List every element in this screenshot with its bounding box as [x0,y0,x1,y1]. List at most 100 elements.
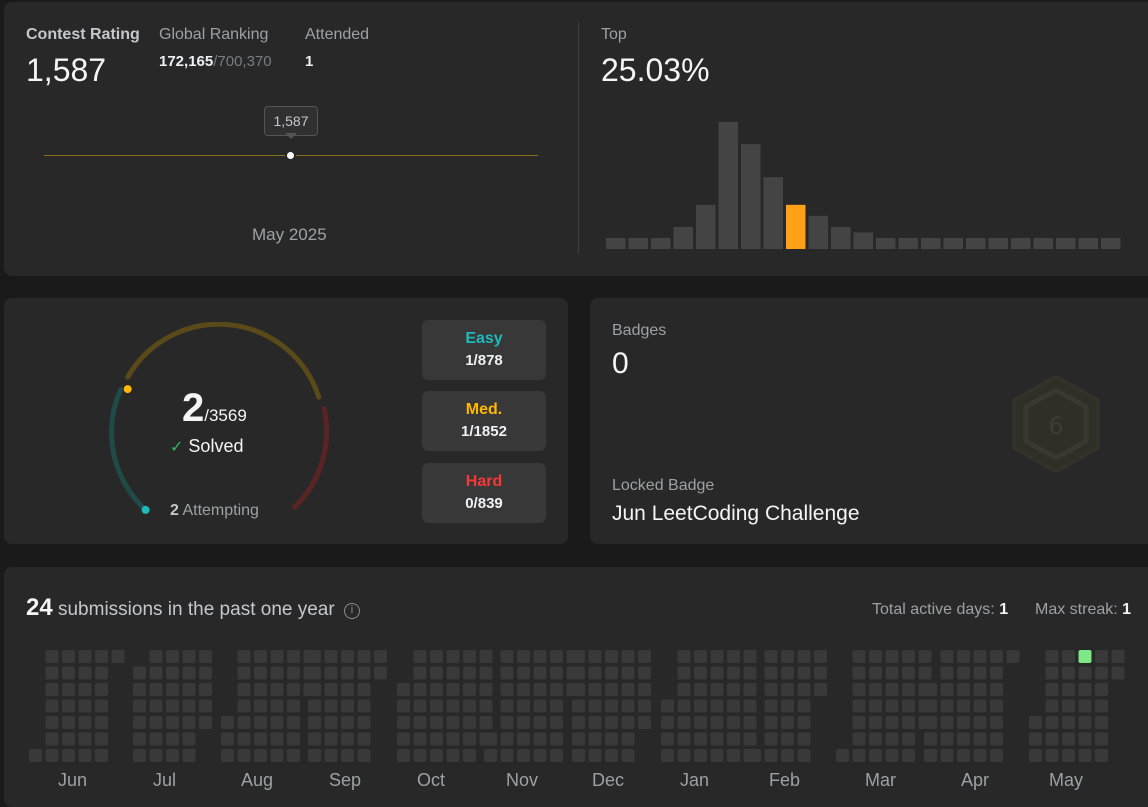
heatmap-cell[interactable] [797,650,811,663]
heatmap-cell[interactable] [814,650,827,663]
heatmap-cell[interactable] [973,749,987,762]
heatmap-cell[interactable] [95,666,108,680]
heatmap-cell[interactable] [62,650,75,663]
heatmap-cell[interactable] [588,749,602,762]
heatmap-cell[interactable] [677,732,691,746]
heatmap-cell[interactable] [869,732,882,746]
heatmap-cell[interactable] [572,716,585,729]
heatmap-cell[interactable] [133,699,146,713]
heatmap-cell[interactable] [133,666,146,680]
heatmap-cell[interactable] [743,666,757,680]
heatmap-cell[interactable] [446,699,460,713]
heatmap-cell[interactable] [199,716,212,729]
heatmap-cell[interactable] [550,683,563,696]
heatmap-cell[interactable] [533,732,547,746]
heatmap-cell[interactable] [341,732,354,746]
heatmap-cell[interactable] [479,716,493,729]
heatmap-cell[interactable] [902,699,915,713]
heatmap-cell[interactable] [397,732,410,746]
heatmap-cell[interactable] [973,650,987,663]
heatmap-cell[interactable] [149,716,163,729]
heatmap-cell[interactable] [254,716,267,729]
heatmap-cell[interactable] [1111,650,1125,663]
heatmap-cell[interactable] [517,683,530,696]
heatmap-cell[interactable] [588,683,602,696]
heatmap-cell[interactable] [957,683,970,696]
heatmap-cell[interactable] [1045,732,1059,746]
heatmap-cell[interactable] [287,749,300,762]
heatmap-cell[interactable] [924,732,937,746]
heatmap-cell[interactable] [62,732,75,746]
heatmap-cell[interactable] [550,699,563,713]
heatmap-cell[interactable] [1029,732,1042,746]
heatmap-cell[interactable] [430,699,443,713]
heatmap-cell[interactable] [885,732,899,746]
heatmap-cell[interactable] [517,650,530,663]
heatmap-cell[interactable] [550,716,563,729]
heatmap-cell[interactable] [287,699,300,713]
heatmap-cell[interactable] [397,749,410,762]
heatmap-cell[interactable] [621,699,635,713]
heatmap-cell[interactable] [902,732,915,746]
heatmap-cell[interactable] [924,683,937,696]
heatmap-cell[interactable] [605,699,618,713]
heatmap-cell[interactable] [748,749,761,762]
heatmap-cell[interactable] [990,749,1003,762]
heatmap-cell[interactable] [182,749,196,762]
heatmap-cell[interactable] [638,716,651,729]
heatmap-cell[interactable] [270,666,284,680]
heatmap-cell[interactable] [357,699,371,713]
hard-box[interactable]: Hard 0/839 [422,463,546,523]
histogram-bar[interactable] [696,204,716,249]
heatmap-cell[interactable] [605,683,618,696]
heatmap-cell[interactable] [357,732,371,746]
heatmap-cell[interactable] [270,732,284,746]
heatmap-cell[interactable] [78,650,92,663]
heatmap-cell[interactable] [479,683,493,696]
heatmap-cell[interactable] [885,749,899,762]
heatmap-cell[interactable] [533,666,547,680]
heatmap-cell[interactable] [446,716,460,729]
heatmap-cell[interactable] [940,699,954,713]
heatmap-cell[interactable] [397,699,410,713]
heatmap-cell[interactable] [517,749,530,762]
heatmap-cell[interactable] [1062,732,1075,746]
heatmap-cell[interactable] [308,749,321,762]
heatmap-cell[interactable] [885,699,899,713]
heatmap-cell[interactable] [572,650,585,663]
heatmap-cell[interactable] [149,732,163,746]
heatmap-cell[interactable] [1062,683,1075,696]
heatmap-cell[interactable] [62,716,75,729]
heatmap-cell[interactable] [990,699,1003,713]
heatmap-cell[interactable] [797,732,811,746]
heatmap-cell[interactable] [78,666,92,680]
heatmap-cell[interactable] [166,732,179,746]
heatmap-cell[interactable] [95,650,108,663]
heatmap-cell[interactable] [78,716,92,729]
heatmap-cell[interactable] [270,650,284,663]
heatmap-cell[interactable] [95,749,108,762]
heatmap-cell[interactable] [397,683,410,696]
heatmap-cell[interactable] [237,666,251,680]
heatmap-cell[interactable] [990,683,1003,696]
heatmap-cell[interactable] [605,650,618,663]
heatmap-cell[interactable] [533,716,547,729]
heatmap-cell[interactable] [957,749,970,762]
heatmap-cell[interactable] [270,683,284,696]
heatmap-cell[interactable] [430,749,443,762]
heatmap-cell[interactable] [638,683,651,696]
heatmap-cell[interactable] [677,699,691,713]
heatmap-cell[interactable] [199,650,212,663]
heatmap-cell[interactable] [430,683,443,696]
heatmap-cell[interactable] [133,716,146,729]
heatmap-cell[interactable] [902,716,915,729]
heatmap-cell[interactable] [78,683,92,696]
heatmap-cell[interactable] [1062,666,1075,680]
heatmap-cell[interactable] [463,699,476,713]
histogram-bar-current[interactable] [786,204,806,249]
heatmap-cell[interactable] [1095,732,1108,746]
heatmap-cell[interactable] [500,749,514,762]
heatmap-cell[interactable] [463,683,476,696]
heatmap-cell[interactable] [1095,699,1108,713]
heatmap-cell[interactable] [133,749,146,762]
